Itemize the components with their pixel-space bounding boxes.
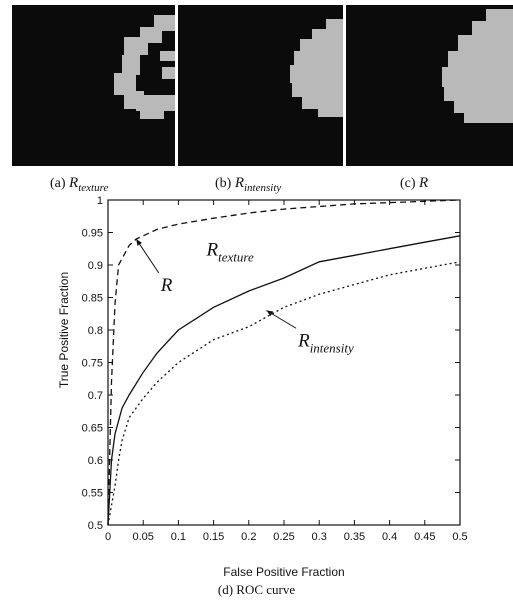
region-intensity-shape: [290, 19, 343, 117]
series-line-r-intensity: [107, 261, 461, 526]
annotation-label: Rintensity: [297, 330, 354, 355]
caption-combined-symbol: R: [419, 175, 429, 191]
panel-combined: [346, 5, 513, 166]
plot-frame: [107, 199, 461, 526]
roc-chart: True Positive Fraction False Positive Fr…: [57, 195, 468, 579]
caption-intensity-symbol: R: [234, 175, 244, 191]
y-tick-label: 0.85: [82, 293, 103, 305]
x-tick-label: 0.3: [312, 531, 327, 543]
y-tick-label: 0.55: [82, 488, 103, 500]
annotation-arrowhead: [136, 239, 143, 246]
caption-intensity-tag: (b): [215, 176, 232, 191]
series-line-r: [107, 199, 461, 526]
y-tick-label: 0.5: [88, 520, 103, 532]
x-tick-label: 0.5: [452, 531, 467, 543]
region-texture-image: [114, 15, 175, 119]
figure-caption: (d) ROC curve: [217, 582, 296, 597]
caption-texture-tag: (a): [50, 176, 66, 191]
x-tick-label: 0.2: [241, 531, 256, 543]
x-tick-label: 0.25: [273, 531, 294, 543]
annotation-label: Rtexture: [206, 239, 254, 264]
y-tick-label: 0.6: [88, 455, 103, 467]
x-tick-label: 0.05: [132, 531, 153, 543]
x-tick-label: 0.35: [344, 531, 365, 543]
y-tick-label: 1: [97, 195, 103, 207]
caption-texture-subscript: texture: [78, 181, 109, 194]
annotation-arrowhead: [266, 310, 274, 317]
y-tick-label: 0.65: [82, 423, 103, 435]
caption-intensity-subscript: intensity: [244, 181, 282, 194]
panel-intensity: [178, 5, 343, 166]
region-combined-image: [442, 9, 513, 123]
annotation-label: R: [160, 275, 173, 296]
y-tick-label: 0.9: [88, 260, 103, 272]
y-tick-label: 0.95: [82, 228, 103, 240]
caption-texture-symbol: R: [69, 175, 79, 191]
region-texture-shape: [114, 15, 175, 119]
caption-combined-tag: (c): [400, 176, 416, 191]
x-axis-label: False Positive Fraction: [223, 565, 344, 579]
x-tick-label: 0.4: [382, 531, 397, 543]
caption-combined: (c) R: [400, 175, 428, 192]
caption-intensity: (b) Rintensity: [215, 175, 281, 194]
region-combined-shape: [442, 9, 513, 123]
y-tick-label: 0.75: [82, 358, 103, 370]
y-tick-label: 0.7: [88, 390, 103, 402]
x-tick-label: 0.1: [171, 531, 186, 543]
region-intensity-image: [290, 19, 343, 117]
x-tick-label: 0: [105, 531, 111, 543]
x-tick-label: 0.45: [414, 531, 435, 543]
x-tick-label: 0.15: [203, 531, 224, 543]
series-line-r-texture: [107, 235, 461, 526]
panel-texture: [12, 5, 175, 166]
y-tick-label: 0.8: [88, 325, 103, 337]
caption-texture: (a) Rtexture: [50, 175, 108, 194]
annotation-arrow: [135, 238, 160, 274]
y-axis-label: True Positive Fraction: [57, 272, 71, 388]
